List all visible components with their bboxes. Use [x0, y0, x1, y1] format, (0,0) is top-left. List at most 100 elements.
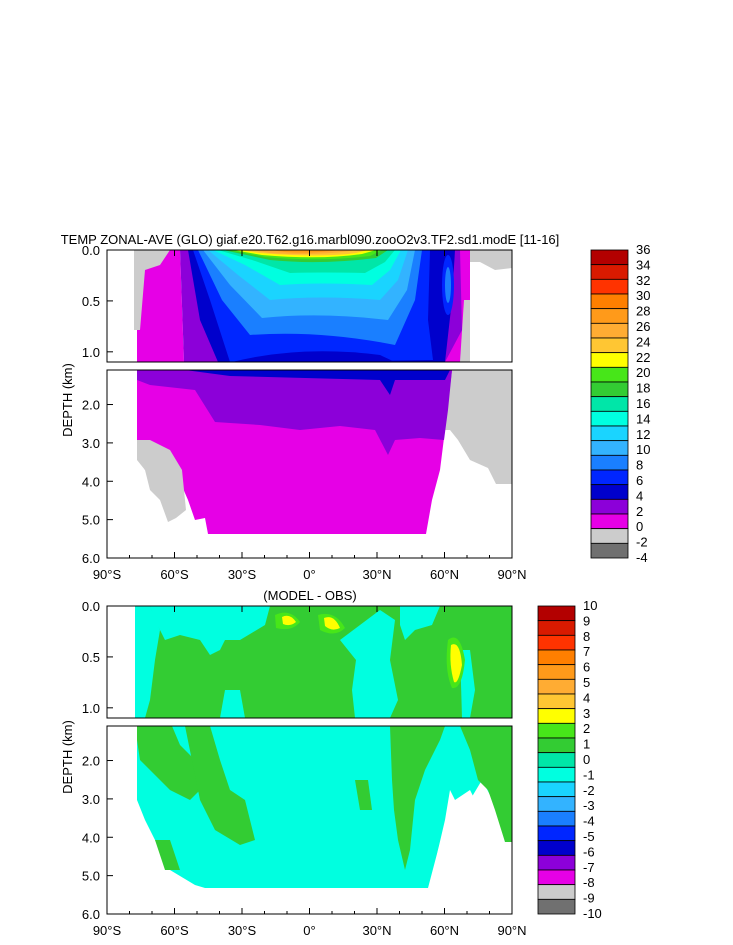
colorbar-swatch	[537, 869, 576, 886]
upper-fill-temp	[134, 250, 512, 362]
colorbar-swatch	[537, 781, 576, 798]
colorbar-swatch	[590, 484, 629, 500]
colorbar-label: 9	[583, 613, 590, 628]
colorbar-swatch	[590, 249, 629, 266]
x-tick-label: 60°S	[160, 923, 189, 938]
colorbar-swatch	[537, 634, 576, 651]
y-tick-label: 2.0	[82, 754, 100, 769]
colorbar-label: 10	[583, 598, 597, 613]
colorbar-label: 16	[636, 396, 650, 411]
colorbar-label: -7	[583, 860, 595, 875]
colorbar-label: 18	[636, 381, 650, 396]
x-tick-label: 90°N	[497, 923, 526, 938]
colorbar-swatch	[537, 796, 576, 812]
colorbar-label: 8	[583, 629, 590, 644]
colorbar-swatch	[537, 620, 576, 636]
x-tick-label: 60°S	[160, 567, 189, 582]
y-tick-label: 4.0	[82, 830, 100, 845]
colorbar-label: -4	[636, 550, 648, 565]
colorbar-label: 36	[636, 242, 650, 257]
colorbar-swatch	[590, 381, 629, 398]
x-tick-label: 90°S	[93, 567, 122, 582]
colorbar-label: 14	[636, 411, 650, 426]
colorbar-label: 6	[636, 473, 643, 488]
x-tick-label: 30°S	[228, 923, 257, 938]
colorbar-swatch	[590, 322, 629, 339]
colorbar-label: 26	[636, 319, 650, 334]
y-tick-label: 3.0	[82, 792, 100, 807]
colorbar-label: -5	[583, 829, 595, 844]
colorbar-swatch	[590, 337, 629, 354]
colorbar-label: 12	[636, 427, 650, 442]
colorbar-swatch	[590, 513, 629, 530]
colorbar-label: -2	[636, 535, 648, 550]
colorbar-label: 6	[583, 660, 590, 675]
masked-bathymetry	[430, 790, 512, 889]
colorbar-swatch	[537, 810, 576, 827]
colorbar-swatch	[537, 884, 576, 900]
y-tick-label: 6.0	[82, 551, 100, 566]
colorbar-swatch	[590, 366, 629, 383]
colorbar-swatch	[537, 737, 576, 754]
colorbar-swatch	[590, 264, 629, 280]
colorbar-swatch	[537, 854, 576, 871]
colorbar-label: -8	[583, 875, 595, 890]
x-tick-label: 90°N	[497, 567, 526, 582]
colorbar-swatch	[590, 410, 629, 427]
colorbar-swatch	[537, 693, 576, 710]
colorbar-label: 5	[583, 675, 590, 690]
colorbar-label: -1	[583, 767, 595, 782]
y-axis-label: DEPTH (km)	[60, 720, 75, 794]
y-tick-label: 1.0	[82, 345, 100, 360]
colorbar-label: 2	[583, 721, 590, 736]
colorbar-swatch	[537, 840, 576, 856]
panel-difference: (MODEL - OBS) 90°S 6 0	[60, 588, 602, 938]
colorbar-label: 0	[583, 752, 590, 767]
x-tick-label: 60°N	[430, 567, 459, 582]
y-tick-label: 0.0	[82, 243, 100, 258]
colorbar-swatch	[590, 352, 629, 368]
colorbar-swatch	[590, 498, 629, 515]
colorbar-swatch	[537, 678, 576, 695]
colorbar-swatch	[590, 440, 629, 456]
colorbar-label: 22	[636, 350, 650, 365]
panel-temperature: TEMP ZONAL-AVE (GLO) giaf.e20.T62.g16.ma…	[60, 232, 650, 582]
colorbar-label: 4	[636, 488, 643, 503]
colorbar-swatch	[537, 898, 576, 915]
y-tick-label: 1.0	[82, 701, 100, 716]
colorbar-label: -10	[583, 906, 602, 921]
colorbar-swatch	[590, 396, 629, 412]
colorbar-label: 28	[636, 304, 650, 319]
colorbar-label: 32	[636, 273, 650, 288]
colorbar-swatch	[590, 469, 629, 486]
colorbar-label: 1	[583, 737, 590, 752]
colorbar-swatch	[537, 605, 576, 622]
colorbar-swatch	[590, 425, 629, 442]
colorbar-swatch	[590, 542, 629, 559]
colorbar-label: -6	[583, 844, 595, 859]
colorbar-swatch	[590, 454, 629, 471]
y-tick-label: 0.5	[82, 294, 100, 309]
y-tick-label: 5.0	[82, 513, 100, 528]
colorbar-swatch	[537, 708, 576, 724]
lower-fill-diff	[137, 726, 512, 888]
colorbar-label: -3	[583, 798, 595, 813]
colorbar-label: 4	[583, 690, 590, 705]
chart-title: TEMP ZONAL-AVE (GLO) giaf.e20.T62.g16.ma…	[61, 232, 560, 247]
colorbar-swatch	[537, 825, 576, 842]
y-tick-label: 6.0	[82, 907, 100, 922]
colorbar-swatch	[537, 664, 576, 680]
colorbar-label: -2	[583, 783, 595, 798]
colorbar-label: 20	[636, 365, 650, 380]
colorbar-label: 24	[636, 334, 650, 349]
x-tick-label: 90°S	[93, 923, 122, 938]
y-axis-label: DEPTH (km)	[60, 363, 75, 437]
colorbar-label: 8	[636, 458, 643, 473]
colorbar-swatch	[590, 528, 629, 544]
y-tick-label: 5.0	[82, 869, 100, 884]
x-tick-label: 0°	[303, 923, 315, 938]
x-tick-label: 0°	[303, 567, 315, 582]
